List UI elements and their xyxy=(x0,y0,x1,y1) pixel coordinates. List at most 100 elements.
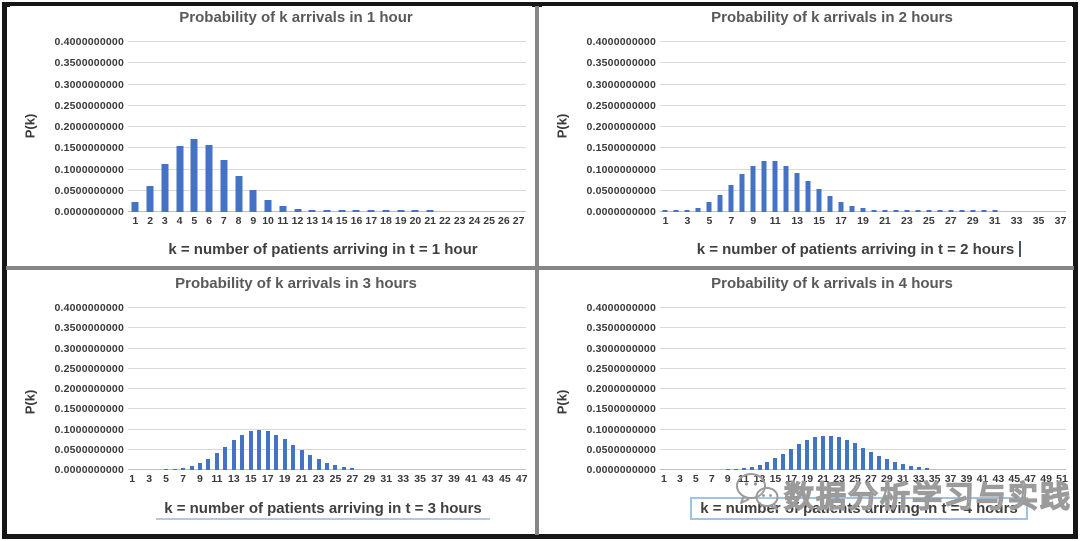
gridline xyxy=(128,147,526,149)
bar-k27 xyxy=(948,210,954,212)
bar-k16 xyxy=(781,453,786,470)
bar-k21 xyxy=(821,435,826,470)
bar-k31 xyxy=(900,464,905,470)
gridline xyxy=(660,388,1066,389)
bar-k14 xyxy=(765,461,770,470)
plot-area xyxy=(128,307,526,470)
y-tick-label: 0.0000000000 xyxy=(586,206,656,218)
y-tick-label: 0.0000000000 xyxy=(54,464,124,476)
bar-k26 xyxy=(861,447,865,470)
x-axis-title: k = number of patients arriving in t = 3… xyxy=(156,499,490,520)
x-tick-label: 25 xyxy=(483,215,495,227)
x-tick-label: 31 xyxy=(380,473,393,485)
x-tick-label: 47 xyxy=(1024,473,1037,485)
chart-title: Probability of k arrivals in 3 hours xyxy=(175,275,417,292)
y-tick-label: 0.2000000000 xyxy=(586,121,656,133)
gridline xyxy=(660,347,1066,349)
x-tick-label: 5 xyxy=(692,473,699,485)
x-tick-label: 27 xyxy=(944,215,957,227)
x-tick-label: 19 xyxy=(801,473,814,485)
x-tick-label: 5 xyxy=(706,215,713,227)
bar-k2 xyxy=(673,210,679,212)
y-tick-label: 0.2500000000 xyxy=(586,362,656,375)
bar-k22 xyxy=(893,210,899,212)
plot-area xyxy=(128,41,526,212)
y-tick-label: 0.2000000000 xyxy=(54,383,124,395)
x-tick-label: 25 xyxy=(922,215,935,227)
bar-k5 xyxy=(706,202,712,212)
bar-k25 xyxy=(333,465,338,470)
x-tick-label: 49 xyxy=(1040,473,1052,485)
bar-k29 xyxy=(970,210,976,212)
bar-k3 xyxy=(161,163,169,212)
bar-k28 xyxy=(959,210,965,212)
x-tick-label: 21 xyxy=(817,473,830,485)
gridline xyxy=(660,62,1066,64)
y-tick-label: 0.1000000000 xyxy=(54,423,124,436)
y-tick-label: 0.3500000000 xyxy=(54,57,124,70)
gridline xyxy=(128,62,526,64)
bar-k22 xyxy=(829,435,834,470)
bar-k28 xyxy=(876,455,881,470)
bar-k9 xyxy=(249,189,257,212)
x-tick-label: 23 xyxy=(901,215,913,227)
bar-k19 xyxy=(860,208,866,212)
x-tick-label: 51 xyxy=(1056,473,1068,485)
x-axis-title: k = number of patients arriving in t = 1… xyxy=(168,241,478,258)
y-tick-label: 0.1500000000 xyxy=(54,403,124,416)
chart-arrivals-4-hours: Probability of k arrivals in 4 hours P(k… xyxy=(542,272,1072,530)
bar-k12 xyxy=(749,466,754,470)
plot-area xyxy=(660,41,1066,212)
x-tick-label: 12 xyxy=(291,215,304,227)
bar-k24 xyxy=(915,210,921,212)
x-tick-label: 9 xyxy=(197,473,203,485)
bar-k12 xyxy=(223,446,228,470)
x-tick-label: 3 xyxy=(684,215,691,227)
x-tick-label: 10 xyxy=(262,215,274,227)
y-axis-tick-labels: 0.4000000000 0.3500000000 0.3000000000 0.25… xyxy=(40,302,124,476)
bar-k31 xyxy=(992,210,998,212)
x-tick-label: 1 xyxy=(132,215,139,227)
x-tick-label: 45 xyxy=(498,473,511,485)
gridline xyxy=(128,104,526,106)
bar-k25 xyxy=(853,443,858,470)
x-axis-title-row: k = number of patients arriving in t = 1… xyxy=(120,240,526,259)
bar-k23 xyxy=(837,437,842,470)
bar-k24 xyxy=(325,462,329,470)
x-tick-label: 11 xyxy=(769,215,781,227)
y-axis-tick-labels: 0.4000000000 0.3500000000 0.3000000000 0.25… xyxy=(572,302,656,476)
y-tick-label: 0.4000000000 xyxy=(54,36,124,48)
gridline xyxy=(660,168,1066,170)
x-tick-label: 17 xyxy=(365,215,378,227)
gridline xyxy=(660,327,1066,329)
gridline xyxy=(660,104,1066,106)
x-tick-label: 21 xyxy=(879,215,891,227)
bar-k13 xyxy=(231,440,236,470)
x-tick-label: 18 xyxy=(380,215,392,227)
gridline xyxy=(128,307,526,308)
gridline xyxy=(660,41,1066,42)
x-axis-tick-labels: 1 3 5 7 9 11 13 15 17 19 21 23 25 27 29 31 33 35 37 39 41 43 4… xyxy=(660,473,1068,487)
bar-k10 xyxy=(761,161,767,212)
y-tick-label: 0.1500000000 xyxy=(586,403,656,416)
bar-k26 xyxy=(341,466,346,470)
x-tick-label: 15 xyxy=(769,473,782,485)
x-tick-label: 23 xyxy=(453,215,466,227)
y-tick-label: 0.2000000000 xyxy=(586,383,656,395)
y-tick-label: 0.2000000000 xyxy=(54,121,124,133)
x-tick-label: 3 xyxy=(676,473,683,485)
bar-k9 xyxy=(725,468,730,470)
x-tick-label: 15 xyxy=(335,215,348,227)
gridline xyxy=(660,126,1066,127)
bar-k26 xyxy=(937,210,943,212)
bar-k18 xyxy=(849,205,855,212)
x-tick-label: 11 xyxy=(277,215,289,227)
bar-k4 xyxy=(695,207,701,212)
y-tick-label: 0.1500000000 xyxy=(586,142,656,155)
x-tick-label: 7 xyxy=(728,215,735,227)
x-tick-label: 23 xyxy=(833,473,845,485)
x-tick-label: 27 xyxy=(865,473,877,485)
x-tick-label: 8 xyxy=(235,215,242,227)
x-tick-label: 33 xyxy=(397,473,410,485)
bar-k10 xyxy=(264,199,272,212)
